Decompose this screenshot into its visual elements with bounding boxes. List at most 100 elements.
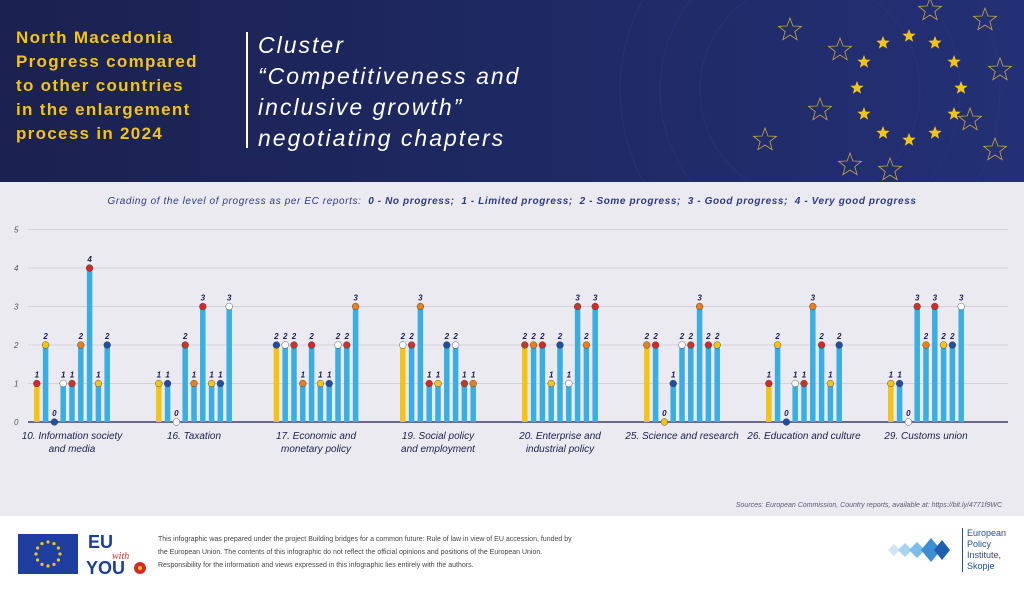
outline-star-icon <box>752 126 778 151</box>
bar <box>452 345 459 422</box>
country-flag-icon <box>33 379 41 388</box>
country-flag-icon <box>678 341 686 349</box>
bar <box>766 383 772 422</box>
bar-value-label: 3 <box>915 294 920 303</box>
country-flag-icon <box>695 302 704 311</box>
bar <box>300 383 306 422</box>
legend-item: 4 - Very good progress <box>794 196 917 207</box>
eu-star-icon <box>876 126 890 139</box>
bar-value-label: 3 <box>353 294 358 303</box>
bar-value-label: 1 <box>301 371 306 380</box>
bar <box>273 345 280 422</box>
country-flag-icon <box>164 379 172 388</box>
outline-star-icon <box>987 56 1013 81</box>
category-label: 10. Information society <box>22 431 124 442</box>
country-flag-icon <box>687 341 695 349</box>
bar <box>200 306 206 422</box>
bar-value-label: 2 <box>282 332 288 341</box>
country-flag-icon <box>59 379 67 388</box>
bar <box>670 383 676 422</box>
bar-value-label: 1 <box>471 371 476 380</box>
bar <box>69 383 75 422</box>
country-flag-icon <box>904 418 913 426</box>
bar <box>583 345 590 422</box>
bar <box>95 383 102 422</box>
bar <box>217 383 224 422</box>
country-flag-icon <box>199 302 207 311</box>
grading-legend: Grading of the level of progress as per … <box>0 196 1024 207</box>
bar <box>208 383 215 422</box>
bar <box>86 268 93 422</box>
country-flag-icon <box>565 379 573 388</box>
country-flag-icon <box>85 264 94 272</box>
country-flag-icon <box>316 379 325 388</box>
eu-flag-logo <box>18 534 78 574</box>
outline-star-icon <box>827 36 853 61</box>
country-flag-icon <box>669 379 677 388</box>
country-flag-icon <box>181 341 189 349</box>
bar-value-label: 2 <box>400 332 406 341</box>
eu-stars-decoration <box>619 0 1013 182</box>
country-flag-icon <box>190 379 198 388</box>
bar <box>352 306 359 422</box>
country-flag-icon <box>835 341 843 349</box>
bar <box>400 345 406 422</box>
country-flag-icon <box>809 302 817 311</box>
bar <box>344 345 350 422</box>
country-flag-icon <box>172 418 181 426</box>
bar-value-label: 2 <box>705 332 711 341</box>
country-flag-icon <box>290 341 298 349</box>
bar-value-label: 1 <box>897 371 902 380</box>
bar-value-label: 2 <box>182 332 188 341</box>
bar <box>539 345 546 422</box>
bar <box>810 306 816 422</box>
bar <box>417 306 424 422</box>
title-line: “Competitiveness and <box>258 63 521 89</box>
country-flag-icon <box>931 302 939 311</box>
epi-line: Institute, <box>967 550 1002 560</box>
legend-item: 3 - Good progress; <box>687 196 789 207</box>
outline-star-icon <box>877 156 903 181</box>
bar-value-label: 3 <box>593 294 598 303</box>
bar <box>557 345 563 422</box>
country-flag-icon <box>660 418 669 426</box>
country-flag-icon <box>704 341 713 349</box>
bar <box>679 345 685 422</box>
bar <box>644 345 650 422</box>
country-flag-icon <box>103 341 111 349</box>
bar <box>104 345 110 422</box>
bar <box>774 345 781 422</box>
category-label: and employment <box>401 444 476 455</box>
bar-value-label: 3 <box>959 294 964 303</box>
bar-value-label: 2 <box>940 332 946 341</box>
bar-value-label: 1 <box>218 371 223 380</box>
category-label: and media <box>49 444 96 455</box>
bar <box>182 345 188 422</box>
country-flag-icon <box>299 379 307 388</box>
bar-value-label: 1 <box>462 371 467 380</box>
logo-eu-text: EU <box>88 532 113 552</box>
y-tick-label: 3 <box>14 303 19 312</box>
country-flag-icon <box>957 302 965 311</box>
bar-value-label: 3 <box>933 294 938 303</box>
country-flag-icon <box>582 341 591 349</box>
country-flag-icon <box>591 302 599 311</box>
bar-value-label: 2 <box>530 332 536 341</box>
eu-star-icon <box>954 81 968 94</box>
bar <box>291 345 297 422</box>
bar-value-label: 0 <box>784 409 789 418</box>
bar <box>652 345 659 422</box>
bar-value-label: 3 <box>418 294 423 303</box>
eu-star-icon <box>857 107 871 120</box>
bar-value-label: 0 <box>52 409 57 418</box>
bar <box>60 383 66 422</box>
eu-with-you-logo: EU with YOU <box>86 532 146 578</box>
bar-value-label: 1 <box>165 371 170 380</box>
bar <box>470 383 476 422</box>
bar-value-label: 1 <box>157 371 162 380</box>
bar-value-label: 2 <box>583 332 589 341</box>
category-label: 17. Economic and <box>276 431 356 442</box>
title-line: Cluster <box>258 32 345 58</box>
epi-line: Policy <box>967 539 992 549</box>
